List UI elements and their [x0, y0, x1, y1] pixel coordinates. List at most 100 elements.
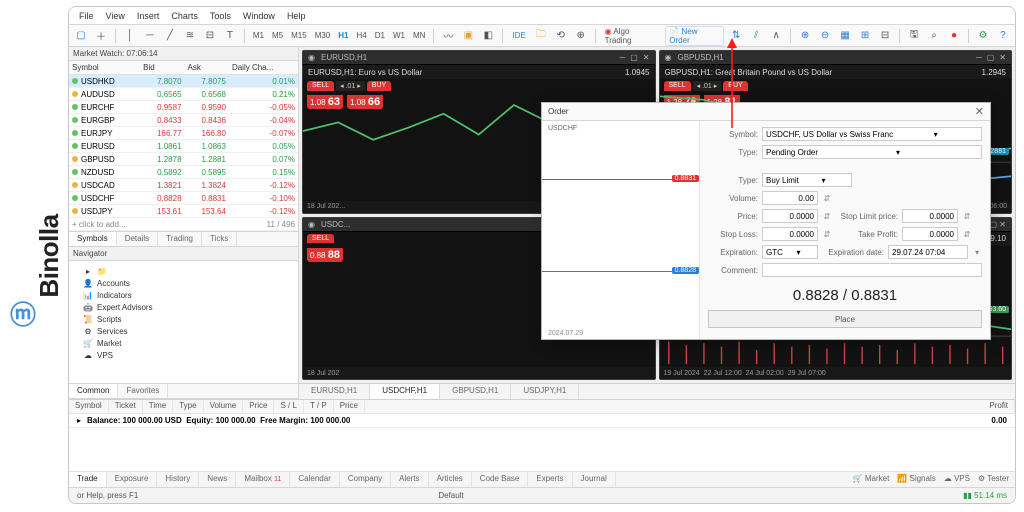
maximize-icon[interactable]: ▢	[630, 53, 638, 62]
tile-icon[interactable]: ⊞	[857, 28, 873, 44]
mw-tab-ticks[interactable]: Ticks	[202, 232, 237, 246]
minimize-icon[interactable]: ─	[620, 53, 626, 62]
nav-indicators[interactable]: 📊Indicators	[75, 289, 292, 301]
tf-mn[interactable]: MN	[411, 31, 427, 40]
mw-row-usdcad[interactable]: USDCAD1.38211.3824-0.12%	[69, 179, 298, 192]
tbox-tab-mailbox[interactable]: Mailbox 11	[236, 472, 290, 487]
place-button[interactable]: Place	[708, 310, 982, 328]
mw-row-usdchf[interactable]: USDCHF0.88280.8831-0.10%	[69, 192, 298, 205]
text-icon[interactable]: T	[222, 28, 238, 44]
mw-tab-details[interactable]: Details	[117, 232, 158, 246]
ctab-usdchf[interactable]: USDCHF,H1	[370, 384, 440, 399]
zoom-out-icon[interactable]: ⊖	[817, 28, 833, 44]
globe-icon[interactable]: ⊕	[573, 28, 589, 44]
cursor-icon[interactable]: ▢	[73, 28, 89, 44]
new-order-button[interactable]: 📄 New Order	[665, 26, 724, 46]
nav-expert-advisors[interactable]: 🤖Expert Advisors	[75, 301, 292, 313]
tf-m5[interactable]: M5	[270, 31, 285, 40]
nav-tab-common[interactable]: Common	[69, 384, 118, 398]
menu-view[interactable]: View	[106, 11, 125, 21]
mw-row-audusd[interactable]: AUDUSD0.65650.65680.21%	[69, 88, 298, 101]
tbox-tab-code base[interactable]: Code Base	[472, 472, 529, 487]
stepper-icon[interactable]: ⇵	[822, 194, 832, 203]
nav-scripts[interactable]: 📜Scripts	[75, 313, 292, 325]
tbox-tab-journal[interactable]: Journal	[573, 472, 616, 487]
tf-w1[interactable]: W1	[391, 31, 407, 40]
mw-row-nzdusd[interactable]: NZDUSD0.58920.58950.15%	[69, 166, 298, 179]
mw-row-eurgbp[interactable]: EURGBP0.84330.8436-0.04%	[69, 114, 298, 127]
fib-icon[interactable]: ⊟	[202, 28, 218, 44]
tbox-tab-exposure[interactable]: Exposure	[107, 472, 158, 487]
nav-tab-favorites[interactable]: Favorites	[118, 384, 168, 398]
cloud-icon[interactable]: ⟲	[553, 28, 569, 44]
folder-icon[interactable]: 🗀	[533, 28, 549, 44]
layout-icon[interactable]: ⊟	[877, 28, 893, 44]
tf-h4[interactable]: H4	[354, 31, 368, 40]
menu-window[interactable]: Window	[243, 11, 275, 21]
close-icon[interactable]: ✕	[643, 53, 650, 62]
ide-button[interactable]: IDE	[509, 31, 528, 40]
order-symbol-select[interactable]: USDCHF, US Dollar vs Swiss Franc▾	[762, 127, 982, 141]
tbox-tab-calendar[interactable]: Calendar	[290, 472, 339, 487]
mw-row-eurjpy[interactable]: EURJPY166.77166.80-0.07%	[69, 127, 298, 140]
shift-icon[interactable]: ∧	[768, 28, 784, 44]
tf-d1[interactable]: D1	[373, 31, 387, 40]
order-comment-input[interactable]	[762, 263, 982, 277]
mw-tab-symbols[interactable]: Symbols	[69, 232, 117, 246]
grid-icon[interactable]: ▦	[837, 28, 853, 44]
order-expiration-select[interactable]: GTC▾	[762, 245, 818, 259]
algo-trading-button[interactable]: ◉ Algo Trading	[602, 27, 662, 45]
help-icon[interactable]: ?	[995, 28, 1011, 44]
order-pendtype-select[interactable]: Buy Limit▾	[762, 173, 852, 187]
depth-icon[interactable]: ⇅	[728, 28, 744, 44]
candle-chart-icon[interactable]: ◧	[480, 28, 496, 44]
mw-col-chg[interactable]: Daily Cha...	[229, 61, 298, 75]
alert-icon[interactable]: ●	[946, 28, 962, 44]
nav-services[interactable]: ⚙Services	[75, 325, 292, 337]
tf-m15[interactable]: M15	[289, 31, 309, 40]
tf-h1[interactable]: H1	[336, 31, 350, 40]
save-chart-icon[interactable]: 🖫	[906, 28, 922, 44]
settings-icon[interactable]: ⚙	[975, 28, 991, 44]
close-icon[interactable]: ✕	[975, 105, 984, 118]
tbox-tab-history[interactable]: History	[157, 472, 199, 487]
mw-row-eurchf[interactable]: EURCHF0.95870.9590-0.05%	[69, 101, 298, 114]
menu-file[interactable]: File	[79, 11, 94, 21]
menu-help[interactable]: Help	[287, 11, 306, 21]
mw-row-eurusd[interactable]: EURUSD1.08611.08630.05%	[69, 140, 298, 153]
trendline-icon[interactable]: ╱	[162, 28, 178, 44]
tbox-tab-news[interactable]: News	[199, 472, 236, 487]
hline-icon[interactable]: ─	[142, 28, 158, 44]
nav-root[interactable]: ▸📁	[75, 265, 292, 277]
menu-tools[interactable]: Tools	[210, 11, 231, 21]
mw-col-ask[interactable]: Ask	[185, 61, 229, 75]
ctab-eurusd[interactable]: EURUSD,H1	[299, 384, 370, 399]
mw-col-symbol[interactable]: Symbol	[69, 61, 140, 75]
nav-accounts[interactable]: 👤Accounts	[75, 277, 292, 289]
order-sl-input[interactable]: 0.0000	[762, 227, 818, 241]
order-volume-input[interactable]: 0.00	[762, 191, 818, 205]
mw-row-gbpusd[interactable]: GBPUSD1.28781.28810.07%	[69, 153, 298, 166]
vline-icon[interactable]: │	[122, 28, 138, 44]
crosshair-icon[interactable]: ＋	[93, 28, 109, 44]
mw-col-bid[interactable]: Bid	[140, 61, 184, 75]
search-icon[interactable]: ⌕	[926, 28, 942, 44]
mw-tab-trading[interactable]: Trading	[158, 232, 202, 246]
mw-row-usdhkd[interactable]: USDHKD7.80707.80750.01%	[69, 75, 298, 88]
tbox-tab-trade[interactable]: Trade	[69, 472, 107, 487]
menu-insert[interactable]: Insert	[137, 11, 160, 21]
mw-row-usdjpy[interactable]: USDJPY153.61153.64-0.12%	[69, 205, 298, 218]
ctab-gbpusd[interactable]: GBPUSD,H1	[440, 384, 511, 399]
nav-vps[interactable]: ☁VPS	[75, 349, 292, 361]
zoom-in-icon[interactable]: ⊕	[797, 28, 813, 44]
nav-market[interactable]: 🛒Market	[75, 337, 292, 349]
tbox-tab-alerts[interactable]: Alerts	[391, 472, 428, 487]
tf-m1[interactable]: M1	[251, 31, 266, 40]
menu-charts[interactable]: Charts	[171, 11, 198, 21]
tbox-tab-company[interactable]: Company	[340, 472, 391, 487]
bar-chart-icon[interactable]: ▣	[460, 28, 476, 44]
order-type-select[interactable]: Pending Order▾	[762, 145, 982, 159]
tf-m30[interactable]: M30	[313, 31, 333, 40]
order-tp-input[interactable]: 0.0000	[902, 227, 958, 241]
order-slprice-input[interactable]: 0.0000	[902, 209, 958, 223]
